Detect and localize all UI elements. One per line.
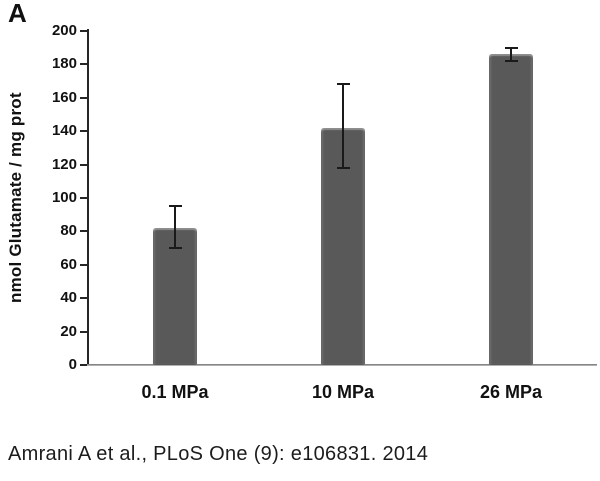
y-axis-tick: [80, 30, 87, 32]
x-axis-category-label: 0.1 MPa: [141, 382, 209, 402]
y-axis-tick-label: 140: [51, 122, 77, 140]
y-axis-tick-label: 180: [51, 55, 77, 73]
error-bar-line: [510, 47, 512, 62]
error-bar-cap-top: [337, 83, 350, 86]
bar-26-mpa: [489, 54, 533, 365]
y-axis-tick: [80, 197, 87, 199]
y-axis-tick: [80, 230, 87, 233]
panel-label: A: [8, 0, 27, 28]
y-axis-tick: [80, 297, 87, 300]
error-bar-cap-top: [505, 46, 518, 49]
error-bar-cap-top: [169, 205, 182, 208]
y-axis-tick-label: 0: [68, 356, 77, 373]
y-axis-tick: [80, 63, 87, 66]
y-axis-line: [87, 29, 89, 366]
y-axis-tick: [80, 364, 87, 366]
y-axis-tick-label: 100: [51, 189, 77, 206]
error-bar-cap-bottom: [505, 60, 518, 63]
x-axis-category-label: 10 MPa: [311, 382, 375, 402]
y-axis-tick-label: 160: [51, 88, 77, 106]
x-axis-line: [87, 364, 597, 366]
error-bar-line: [342, 84, 344, 168]
y-axis-tick-label: 60: [60, 255, 77, 273]
y-axis-tick-label: 200: [51, 22, 77, 39]
error-bar-cap-bottom: [169, 247, 182, 250]
y-axis-tick: [80, 163, 87, 166]
bar-0-1-mpa: [153, 228, 197, 365]
y-axis-tick: [80, 263, 87, 266]
y-axis-tick-label: 20: [60, 322, 77, 340]
y-axis-tick-label: 120: [51, 155, 77, 173]
error-bar-cap-bottom: [337, 166, 350, 169]
y-axis-tick-label: 40: [60, 289, 77, 307]
citation-text: Amrani A et al., PLoS One (9): e106831. …: [8, 443, 429, 465]
y-axis-tick: [80, 130, 87, 133]
x-axis-category-label: 26 MPa: [479, 382, 543, 402]
y-axis-tick: [80, 330, 87, 333]
y-axis-tick-label: 80: [60, 222, 77, 240]
y-axis-tick: [80, 96, 87, 99]
error-bar-line: [174, 206, 176, 249]
